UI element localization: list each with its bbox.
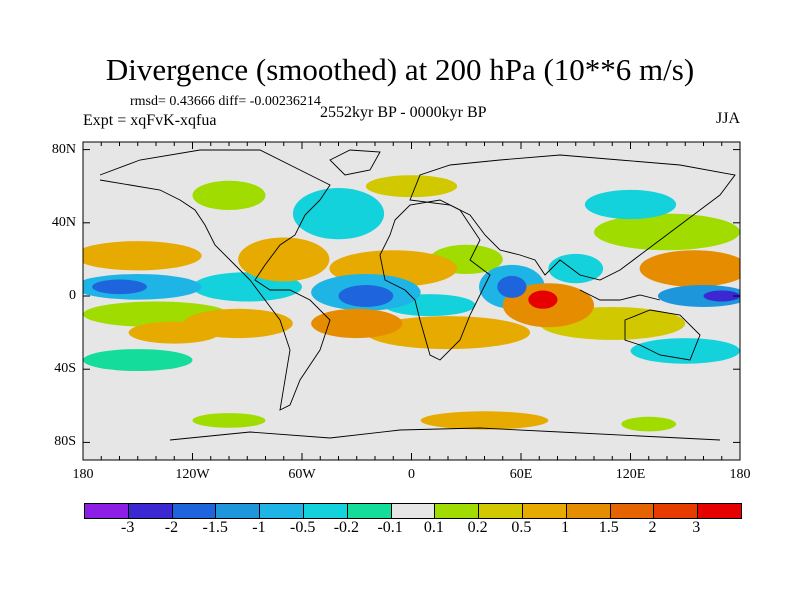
colorbar-label: -0.1 [377,519,403,536]
divergence-contour-region [657,285,740,307]
colorbar-box [479,504,523,518]
divergence-contour-region [338,285,394,307]
colorbar-label: 0.1 [423,519,444,536]
season-label: JJA [715,110,740,127]
colorbar-box [347,504,392,518]
x-tick-label: 120E [615,467,646,482]
divergence-contour-region [365,175,458,198]
divergence-contour-region [92,279,147,295]
y-tick-label: 80N [51,141,76,157]
colorbar-box [522,504,567,518]
divergence-contour-region [311,308,403,339]
y-tick-label: 80S [54,434,76,450]
colorbar-label: 0.2 [467,519,488,536]
divergence-contour-region [238,237,330,282]
y-tick-label: 40S [54,361,76,377]
colorbar-box [216,504,261,518]
rmsd-text: rmsd= 0.43666 diff= -0.00236214 [130,94,321,109]
colorbar-box [610,504,655,518]
divergence-contour-region [630,338,740,364]
colorbar-box [172,504,217,518]
divergence-contour-region [183,308,293,339]
coastlines [99,149,736,441]
divergence-contour-region [497,275,527,298]
divergence-contour-region [528,290,558,309]
colorbar-box [260,504,304,518]
y-tick-label: 40N [51,214,76,230]
colorbar-label: -2 [164,519,179,536]
colorbar-box [391,504,436,518]
period-label: 2552kyr BP - 0000kyr BP [320,104,487,121]
x-tick-label: 60E [509,467,533,482]
colorbar-box [654,504,699,518]
divergence-contour-region [83,349,193,372]
colorbar-label: -0.2 [333,519,360,536]
y-tick-label: 0 [69,288,76,303]
divergence-contour-region [584,189,677,220]
x-tick-label: 180 [72,467,94,482]
colorbar [84,503,742,519]
divergence-contour-region [621,416,677,432]
divergence-contour-region [292,188,385,240]
colorbar-label: 3 [692,519,701,536]
colorbar-label: -1 [252,519,266,536]
colorbar-box [128,504,173,518]
divergence-contour-region [192,180,266,210]
colorbar-box [85,504,129,518]
colorbar-box [303,504,348,518]
divergence-contour-region [365,316,531,350]
colorbar-box [698,504,741,518]
divergence-contour-region [639,250,740,287]
colorbar-label: 2 [648,519,657,536]
divergence-contour-region [703,290,740,302]
colorbar-label: 1.5 [598,519,619,536]
x-tick-label: 60W [288,467,316,482]
x-tick-label: 120W [175,467,210,482]
divergence-contour-region [83,241,202,271]
colorbar-box [435,504,480,518]
divergence-contour-region [420,411,549,430]
colorbar-label: -3 [121,519,135,536]
x-tick-label: 0 [408,467,415,482]
colorbar-label: 0.5 [511,519,532,536]
experiment-label: Expt = xqFvK-xqfua [83,112,217,129]
colorbar-label: -0.5 [289,519,316,536]
colorbar-label: -1.5 [202,519,228,536]
divergence-contour-region [192,413,266,428]
colorbar-label: 1 [561,519,570,536]
colorbar-box [566,504,611,518]
x-tick-label: 180 [729,467,751,482]
plot-title: Divergence (smoothed) at 200 hPa (10**6 … [105,52,695,87]
divergence-contour-region [594,213,740,251]
